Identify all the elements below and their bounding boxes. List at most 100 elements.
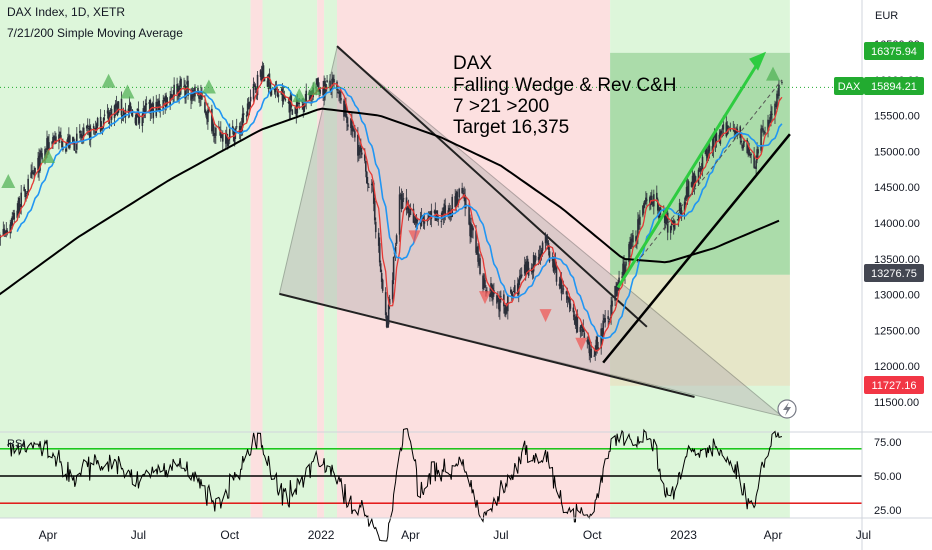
candle-body xyxy=(121,115,124,117)
candle-body xyxy=(409,209,412,215)
candle-body xyxy=(240,126,243,130)
candle-body xyxy=(540,249,543,256)
candle-body xyxy=(115,103,118,108)
candle-body xyxy=(138,115,141,124)
candle-body xyxy=(65,148,67,152)
candle-body xyxy=(407,205,410,214)
candle-body xyxy=(318,87,320,92)
candle-body xyxy=(489,293,491,298)
candle-body xyxy=(484,279,486,288)
sell-signal-marker xyxy=(478,291,491,305)
candle-body xyxy=(401,199,404,209)
candle-body xyxy=(48,142,50,150)
candle-body xyxy=(10,222,13,226)
rsi-tick-label: 50.00 xyxy=(874,471,902,483)
candle-body xyxy=(145,103,148,106)
candle-body xyxy=(0,236,2,238)
candle-body xyxy=(46,138,48,151)
candle-body xyxy=(742,143,745,149)
candle-body xyxy=(199,97,201,99)
candle-body xyxy=(166,97,168,105)
candle-body xyxy=(498,299,500,310)
candle-body xyxy=(263,78,266,82)
zone-band xyxy=(317,0,325,518)
candle-body xyxy=(581,329,584,331)
candle-body xyxy=(665,214,668,223)
candle-body xyxy=(664,222,667,225)
candle-body xyxy=(497,297,499,302)
candle-body xyxy=(288,101,291,113)
candle-body xyxy=(691,175,694,187)
candle-body xyxy=(470,223,472,238)
candle-body xyxy=(775,105,777,107)
candle-body xyxy=(673,220,676,230)
candle-body xyxy=(360,145,362,153)
candle-body xyxy=(580,325,583,329)
candle-body xyxy=(87,127,90,129)
candle-body xyxy=(400,194,403,209)
candle-body xyxy=(518,275,521,282)
candle-body xyxy=(347,124,349,127)
candle-body xyxy=(656,199,659,211)
candle-body xyxy=(707,149,710,154)
rsi-line xyxy=(7,428,783,542)
candle-body xyxy=(631,238,633,242)
candle-body xyxy=(30,172,32,179)
candle-body xyxy=(381,279,384,291)
candle-body xyxy=(33,172,35,176)
candle-body xyxy=(358,149,360,156)
candle-body xyxy=(322,87,324,96)
candle-body xyxy=(12,213,15,215)
candle-body xyxy=(569,303,572,309)
moving-averages xyxy=(0,76,783,352)
candle-body xyxy=(746,139,748,154)
candle-body xyxy=(729,128,732,131)
candle-body xyxy=(423,219,426,224)
candle-body xyxy=(319,89,321,94)
candle-body xyxy=(526,258,529,275)
sell-signal-marker xyxy=(408,230,421,244)
candle-body xyxy=(41,153,43,160)
candle-body xyxy=(11,216,14,226)
candle-body xyxy=(402,198,405,200)
candle-body xyxy=(54,137,56,143)
lightning-icon[interactable] xyxy=(777,399,797,419)
candle-body xyxy=(326,80,328,82)
trend-drawings xyxy=(0,51,862,364)
candle-body xyxy=(274,89,277,93)
candle-body xyxy=(611,300,613,307)
candle-body xyxy=(52,137,54,143)
candle-body xyxy=(430,210,433,219)
candle-body xyxy=(205,111,207,116)
candle-body xyxy=(206,113,208,120)
candle-body xyxy=(553,262,556,271)
candle-body xyxy=(414,216,417,223)
ma-legend: 7/21/200 Simple Moving Average xyxy=(7,26,183,40)
candle-body xyxy=(45,150,47,152)
candle-body xyxy=(548,251,551,262)
candle-body xyxy=(777,94,779,97)
candle-body xyxy=(158,100,161,111)
time-tick-label: Apr xyxy=(764,528,783,542)
candle-body xyxy=(127,108,130,114)
candle-body xyxy=(150,107,153,112)
candle-body xyxy=(412,208,415,223)
candle-body xyxy=(747,146,749,153)
candle-body xyxy=(603,318,605,320)
candle-body xyxy=(589,351,592,356)
price-tick-label: 14500.00 xyxy=(874,182,920,194)
candle-body xyxy=(461,187,463,194)
candle-body xyxy=(499,298,501,312)
candle-body xyxy=(6,230,9,233)
candle-body xyxy=(343,100,345,117)
rsi-tick-label: 75.00 xyxy=(874,437,902,449)
candle-body xyxy=(525,261,528,274)
candle-body xyxy=(350,118,352,129)
candle-body xyxy=(632,235,634,243)
svg-text:16375.94: 16375.94 xyxy=(871,46,917,58)
candle-body xyxy=(74,141,76,151)
candle-body xyxy=(398,194,401,235)
candle-body xyxy=(207,109,209,122)
